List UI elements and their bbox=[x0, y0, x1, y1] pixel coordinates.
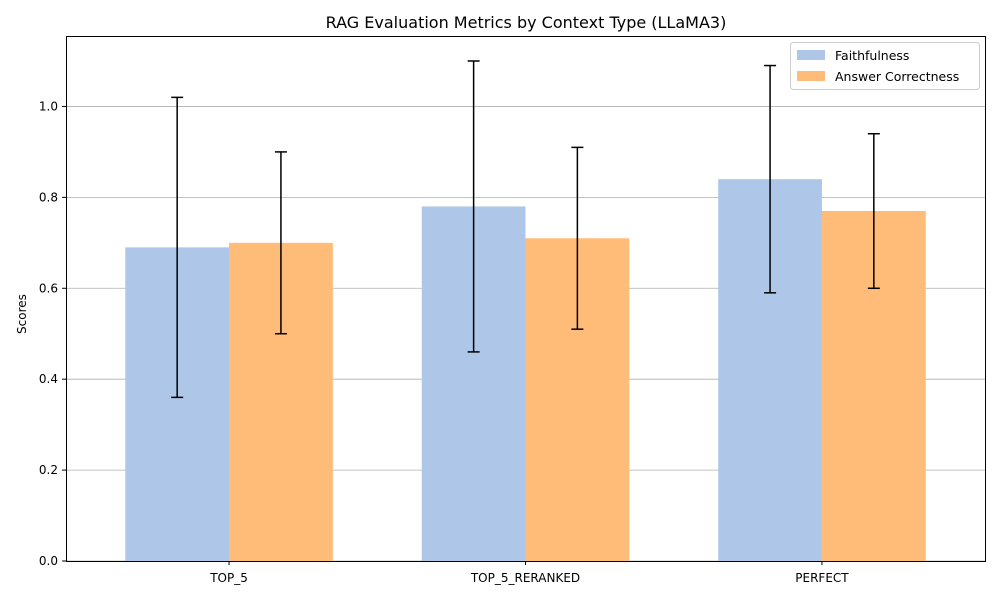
legend-label-answer-correctness: Answer Correctness bbox=[835, 69, 959, 84]
y-tick-label: 0.0 bbox=[39, 554, 58, 568]
x-tick-label: PERFECT bbox=[795, 571, 849, 585]
x-tick-label: TOP_5 bbox=[209, 571, 248, 585]
legend-swatch-faithfulness bbox=[797, 50, 825, 60]
y-axis-label: Scores bbox=[15, 294, 29, 334]
legend-swatch-answer-correctness bbox=[797, 71, 825, 81]
y-tick-label: 1.0 bbox=[39, 99, 58, 113]
y-tick-label: 0.8 bbox=[39, 190, 58, 204]
legend-label-faithfulness: Faithfulness bbox=[835, 48, 909, 63]
legend-frame bbox=[790, 42, 980, 90]
error-bar-layer bbox=[171, 60, 880, 399]
x-tick-label: TOP_5_RERANKED bbox=[470, 571, 580, 585]
y-tick-label: 0.6 bbox=[39, 281, 58, 295]
y-tick-label: 0.4 bbox=[39, 372, 58, 386]
y-tick-label: 0.2 bbox=[39, 463, 58, 477]
chart-title: RAG Evaluation Metrics by Context Type (… bbox=[326, 13, 727, 32]
legend: Faithfulness Answer Correctness bbox=[790, 42, 980, 90]
bar-layer bbox=[125, 179, 926, 562]
tick-layer: 0.0 0.2 0.4 0.6 0.8 1.0 TOP_5 TOP_5_RERANKED PER… bbox=[39, 99, 849, 585]
